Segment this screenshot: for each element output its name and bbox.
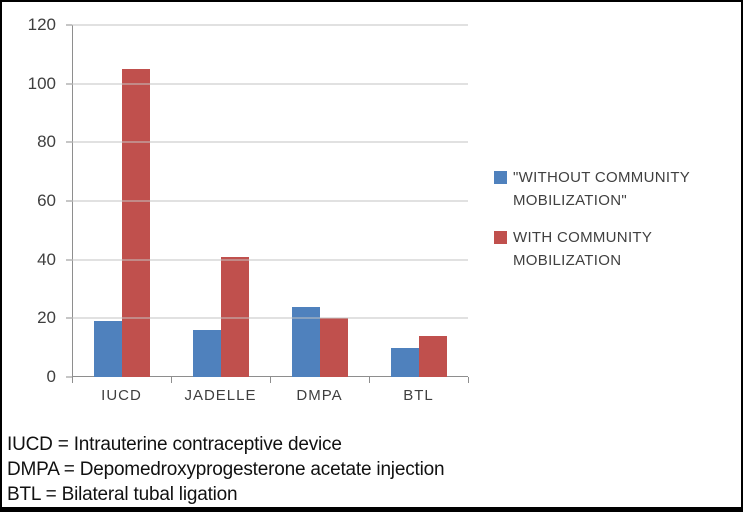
- legend-swatch-icon: [494, 171, 507, 184]
- footnote-iucd: IUCD = Intrauterine contraceptive device: [7, 434, 342, 455]
- y-tick-label-100: 100: [27, 73, 56, 93]
- y-tick-mark-20: [66, 317, 72, 319]
- y-tick-label-0: 0: [46, 367, 56, 386]
- y-tick-mark-80: [66, 141, 72, 143]
- gridline-40: [72, 259, 468, 261]
- legend-entry-without-community-mobilization: "WITHOUT COMMUNITY MOBILIZATION": [494, 166, 724, 212]
- x-tick-mark-3: [369, 377, 370, 383]
- y-tick-mark-0: [66, 376, 72, 378]
- y-tick-label-80: 80: [37, 132, 56, 152]
- x-axis-category-labels: IUCD JADELLE DMPA BTL: [72, 387, 468, 404]
- y-tick-mark-40: [66, 259, 72, 261]
- y-tick-label-60: 60: [37, 191, 56, 210]
- x-category-label-iucd: IUCD: [101, 387, 142, 404]
- x-category-label-dmpa: DMPA: [296, 387, 343, 404]
- y-tick-label-40: 40: [37, 249, 56, 269]
- footnote-btl: BTL = Bilateral tubal ligation: [7, 484, 238, 505]
- y-tick-mark-120: [66, 24, 72, 26]
- y-tick-label-20: 20: [37, 308, 56, 328]
- bar-chart: 0 20 40 60 80 100 120 IUCD JADELLE DMPA BTL "WITH…: [2, 2, 741, 430]
- bar-with-community-mobilization-jadelle: [220, 256, 249, 377]
- legend-entry-with-community-mobilization: WITH COMMUNITY MOBILIZATION: [494, 226, 724, 272]
- gridline-20: [72, 317, 468, 319]
- y-tick-mark-60: [66, 200, 72, 202]
- x-tick-mark-1: [171, 377, 172, 383]
- legend-label: WITH COMMUNITY MOBILIZATION: [513, 229, 652, 269]
- bar-without-community-mobilization-iucd: [93, 321, 122, 377]
- legend-label: "WITHOUT COMMUNITY MOBILIZATION": [513, 169, 690, 209]
- bar-without-community-mobilization-jadelle: [192, 330, 221, 377]
- chart-legend: "WITHOUT COMMUNITY MOBILIZATION" WITH COM…: [494, 166, 724, 286]
- x-axis-line: [72, 376, 468, 377]
- bar-with-community-mobilization-iucd: [121, 69, 150, 377]
- bar-with-community-mobilization-btl: [418, 335, 447, 377]
- category-group-jadelle: [171, 25, 270, 377]
- x-tick-mark-0: [72, 377, 73, 383]
- y-axis-tick-labels: 0 20 40 60 80 100 120: [2, 15, 62, 386]
- bar-with-community-mobilization-dmpa: [319, 318, 348, 377]
- gridline-60: [72, 200, 468, 202]
- y-tick-label-120: 120: [27, 15, 56, 34]
- category-group-btl: [369, 25, 468, 377]
- legend-swatch-icon: [494, 231, 507, 244]
- footnote-dmpa: DMPA = Depomedroxyprogesterone acetate i…: [7, 459, 445, 480]
- gridline-120: [72, 24, 468, 26]
- category-group-iucd: [72, 25, 171, 377]
- chart-footnotes: IUCD = Intrauterine contraceptive device…: [2, 430, 741, 507]
- plot-area: [66, 24, 469, 383]
- x-category-label-btl: BTL: [403, 387, 434, 404]
- gridline-80: [72, 141, 468, 143]
- x-category-label-jadelle: JADELLE: [184, 387, 257, 404]
- y-tick-mark-100: [66, 83, 72, 85]
- bar-without-community-mobilization-btl: [390, 347, 419, 377]
- gridline-100: [72, 83, 468, 85]
- x-tick-mark-4: [468, 377, 469, 383]
- x-tick-mark-2: [270, 377, 271, 383]
